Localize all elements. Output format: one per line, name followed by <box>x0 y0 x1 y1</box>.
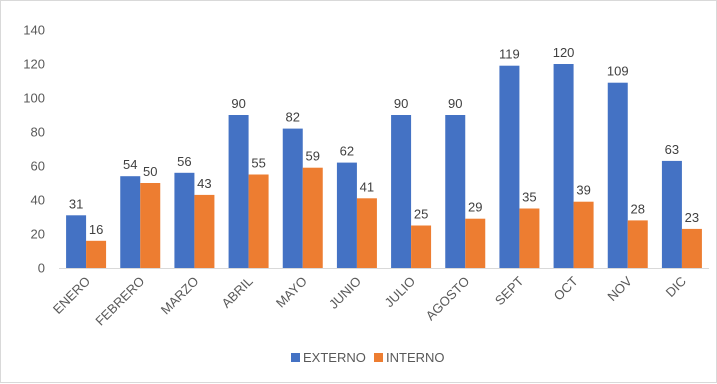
data-label-externo-oct: 120 <box>553 45 575 60</box>
bar-interno-oct <box>573 201 594 268</box>
bar-interno-junio <box>356 198 377 268</box>
y-tick-label: 40 <box>31 193 45 208</box>
y-tick-label: 20 <box>31 227 45 242</box>
x-axis-labels: ENERO FEBRERO MARZO ABRIL MAYO JUNIO JULIO AGOS… <box>50 273 689 328</box>
y-tick-label: 120 <box>23 57 45 72</box>
data-label-interno-sept: 35 <box>522 190 536 205</box>
bar-externo-nov <box>607 82 628 268</box>
x-tick-label: OCT <box>551 273 581 303</box>
data-label-interno-oct: 39 <box>576 183 590 198</box>
y-tick-label: 140 <box>23 23 45 38</box>
bar-externo-julio <box>391 115 412 268</box>
data-label-externo-julio: 90 <box>394 96 408 111</box>
data-label-externo-nov: 109 <box>607 64 629 79</box>
legend-swatch-interno <box>374 353 383 362</box>
data-label-interno-nov: 28 <box>631 201 645 216</box>
bar-externo-oct <box>553 64 574 268</box>
legend: EXTERNO INTERNO <box>291 350 445 365</box>
x-tick-label: MARZO <box>158 274 202 318</box>
bar-externo-enero <box>66 215 87 268</box>
y-tick-label: 0 <box>38 261 45 276</box>
bar-externo-marzo <box>174 172 195 268</box>
data-label-interno-enero: 16 <box>89 222 103 237</box>
bar-externo-sept <box>499 65 520 268</box>
bar-externo-febrero <box>120 176 141 268</box>
data-label-interno-dic: 23 <box>685 210 699 225</box>
bar-interno-dic <box>681 228 702 268</box>
x-tick-label: JULIO <box>382 274 419 311</box>
y-tick-label: 100 <box>23 91 45 106</box>
x-tick-label: DIC <box>663 274 689 300</box>
bar-interno-marzo <box>194 194 215 268</box>
bar-externo-abril <box>228 115 249 268</box>
data-label-interno-mayo: 59 <box>306 149 320 164</box>
x-tick-label: ENERO <box>50 274 93 317</box>
data-label-interno-febrero: 50 <box>143 164 157 179</box>
data-label-externo-dic: 63 <box>665 142 679 157</box>
data-label-externo-febrero: 54 <box>123 157 137 172</box>
bar-interno-julio <box>411 225 432 268</box>
x-tick-label: MAYO <box>273 274 310 311</box>
bar-interno-sept <box>519 208 540 268</box>
data-label-interno-julio: 25 <box>414 207 428 222</box>
data-label-externo-agosto: 90 <box>448 96 462 111</box>
bar-interno-mayo <box>302 167 323 268</box>
bar-interno-enero <box>86 240 107 268</box>
x-tick-label: NOV <box>604 273 635 304</box>
x-tick-label: JUNIO <box>326 274 364 312</box>
bar-interno-agosto <box>465 218 486 268</box>
legend-swatch-externo <box>291 353 300 362</box>
x-tick-label: ABRIL <box>219 274 256 311</box>
data-label-interno-abril: 55 <box>251 156 265 171</box>
bars-group <box>66 64 702 268</box>
legend-label-externo: EXTERNO <box>303 350 366 365</box>
x-tick-label: SEPT <box>492 273 527 308</box>
x-tick-label: AGOSTO <box>423 274 473 324</box>
data-label-interno-agosto: 29 <box>468 200 482 215</box>
bar-interno-febrero <box>140 183 161 268</box>
bar-externo-dic <box>661 160 682 268</box>
bar-interno-nov <box>627 220 648 268</box>
data-label-externo-junio: 62 <box>340 144 354 159</box>
data-label-externo-abril: 90 <box>231 96 245 111</box>
y-axis-ticks: 0 20 40 60 80 100 120 140 <box>23 23 45 276</box>
y-tick-label: 60 <box>31 159 45 174</box>
bar-externo-mayo <box>282 128 303 268</box>
bar-interno-abril <box>248 174 269 268</box>
data-label-interno-marzo: 43 <box>197 176 211 191</box>
data-label-externo-enero: 31 <box>69 196 83 211</box>
x-tick-label: FEBRERO <box>92 274 147 329</box>
data-label-interno-junio: 41 <box>360 179 374 194</box>
data-label-externo-sept: 119 <box>499 47 520 62</box>
data-labels-group: 31 16 54 50 56 43 90 55 82 59 62 41 90 25 90 29 119 35 120… <box>69 45 699 237</box>
data-label-externo-mayo: 82 <box>286 110 300 125</box>
y-tick-label: 80 <box>31 125 45 140</box>
data-label-externo-marzo: 56 <box>177 154 191 169</box>
bar-externo-junio <box>336 162 357 268</box>
legend-label-interno: INTERNO <box>386 350 445 365</box>
bar-externo-agosto <box>445 115 466 268</box>
